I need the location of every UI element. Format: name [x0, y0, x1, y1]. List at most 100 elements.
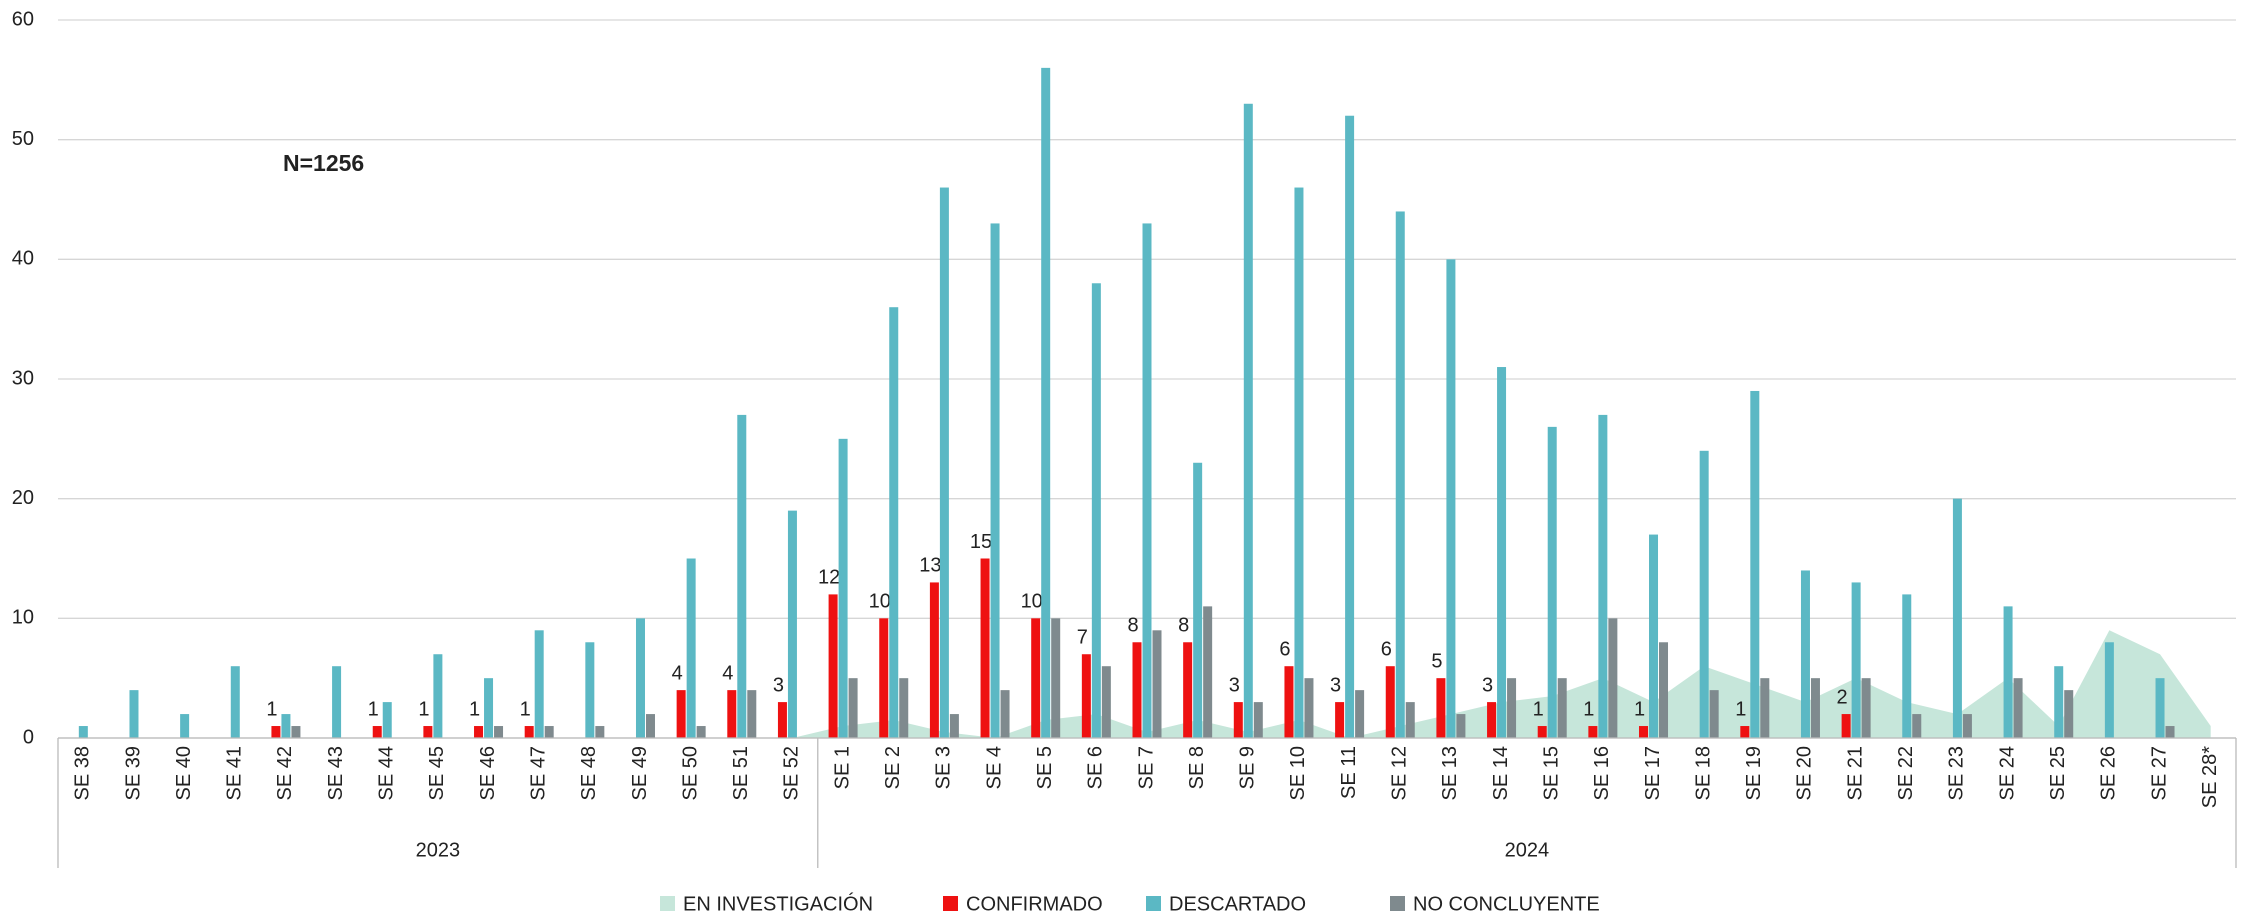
legend-swatch	[660, 896, 675, 911]
bar	[990, 223, 1000, 738]
x-tick-label: SE 45	[426, 746, 448, 800]
x-tick-label: SE 44	[376, 746, 398, 800]
x-tick-label: SE 28*	[2199, 746, 2221, 808]
bar	[1639, 726, 1649, 738]
bar	[433, 654, 443, 738]
bar	[544, 726, 554, 738]
bar	[332, 666, 342, 738]
data-label: 12	[818, 567, 840, 589]
bar	[787, 510, 797, 738]
data-label: 1	[520, 698, 531, 720]
bar	[291, 726, 301, 738]
x-tick-label: SE 23	[1946, 746, 1968, 800]
legend-label: NO CONCLUYENTE	[1413, 893, 1600, 915]
bar	[1243, 103, 1253, 739]
x-tick-label: SE 19	[1743, 746, 1765, 800]
x-tick-label: SE 3	[933, 746, 955, 789]
bar	[474, 726, 484, 738]
x-tick-label: SE 48	[578, 746, 600, 800]
bar	[1081, 654, 1091, 738]
data-label: 3	[773, 674, 784, 696]
x-tick-label: SE 4	[983, 746, 1005, 789]
bar	[1355, 690, 1365, 738]
x-tick-label: SE 13	[1439, 746, 1461, 800]
bar	[696, 726, 706, 738]
data-label: 4	[722, 662, 733, 684]
bar	[2003, 606, 2013, 738]
bar	[1851, 582, 1861, 738]
bar	[1537, 726, 1547, 738]
bar	[1456, 714, 1466, 738]
x-tick-label: SE 15	[1540, 746, 1562, 800]
x-tick-label: SE 42	[274, 746, 296, 800]
data-label: 15	[970, 531, 992, 553]
x-tick-label: SE 20	[1794, 746, 1816, 800]
y-tick-label: 60	[12, 8, 34, 30]
x-tick-label: SE 2	[882, 746, 904, 789]
bar	[1132, 642, 1142, 738]
bar	[1507, 678, 1517, 738]
bar	[879, 618, 889, 738]
bar	[2155, 678, 2165, 738]
bar	[828, 594, 838, 738]
bar	[2064, 690, 2074, 738]
bar	[1101, 666, 1111, 738]
data-label: 8	[1178, 615, 1189, 637]
bar	[1091, 283, 1101, 738]
group-label: 2024	[1505, 839, 1550, 861]
data-label: 6	[1381, 638, 1392, 660]
y-tick-label: 20	[12, 487, 34, 509]
bar	[1446, 259, 1456, 738]
bar	[534, 630, 544, 738]
bar	[727, 690, 737, 738]
bar	[848, 678, 858, 738]
bar	[423, 726, 433, 738]
legend-label: DESCARTADO	[1169, 893, 1306, 915]
bar	[1659, 642, 1669, 738]
bar	[1436, 678, 1446, 738]
bar	[889, 307, 899, 738]
bar	[676, 690, 686, 738]
bar	[595, 726, 605, 738]
data-label: 6	[1279, 638, 1290, 660]
x-tick-label: SE 21	[1844, 746, 1866, 800]
bar	[1253, 702, 1263, 738]
group-label: 2023	[416, 839, 461, 861]
bar	[1031, 618, 1041, 738]
bar	[1800, 570, 1810, 738]
bar	[129, 690, 139, 738]
legend-label: CONFIRMADO	[966, 893, 1103, 915]
bar	[2165, 726, 2175, 738]
bar	[777, 702, 787, 738]
data-label: 10	[1021, 591, 1043, 613]
bar	[1395, 211, 1405, 738]
bar	[1709, 690, 1719, 738]
bar	[635, 618, 645, 738]
x-tick-label: SE 41	[224, 746, 246, 800]
bar	[1557, 678, 1567, 738]
data-label: 13	[919, 555, 941, 577]
bar	[949, 714, 959, 738]
x-tick-label: SE 49	[629, 746, 651, 800]
y-tick-label: 10	[12, 607, 34, 629]
bar	[1000, 690, 1010, 738]
data-label: 1	[368, 698, 379, 720]
y-tick-label: 40	[12, 248, 34, 270]
bar	[645, 714, 655, 738]
data-label: 1	[418, 698, 429, 720]
bar	[747, 690, 757, 738]
bar	[1142, 223, 1152, 738]
bar	[1810, 678, 1820, 738]
bar	[2054, 666, 2064, 738]
legend-swatch	[1146, 896, 1161, 911]
bar	[1193, 462, 1203, 738]
bar	[281, 714, 291, 738]
x-tick-label: SE 14	[1490, 746, 1512, 800]
x-tick-label: SE 9	[1237, 746, 1259, 789]
bar	[1233, 702, 1243, 738]
bar	[1284, 666, 1294, 738]
x-tick-label: SE 7	[1135, 746, 1157, 789]
x-tick-label: SE 46	[477, 746, 499, 800]
bar	[929, 582, 939, 738]
bar	[1861, 678, 1871, 738]
